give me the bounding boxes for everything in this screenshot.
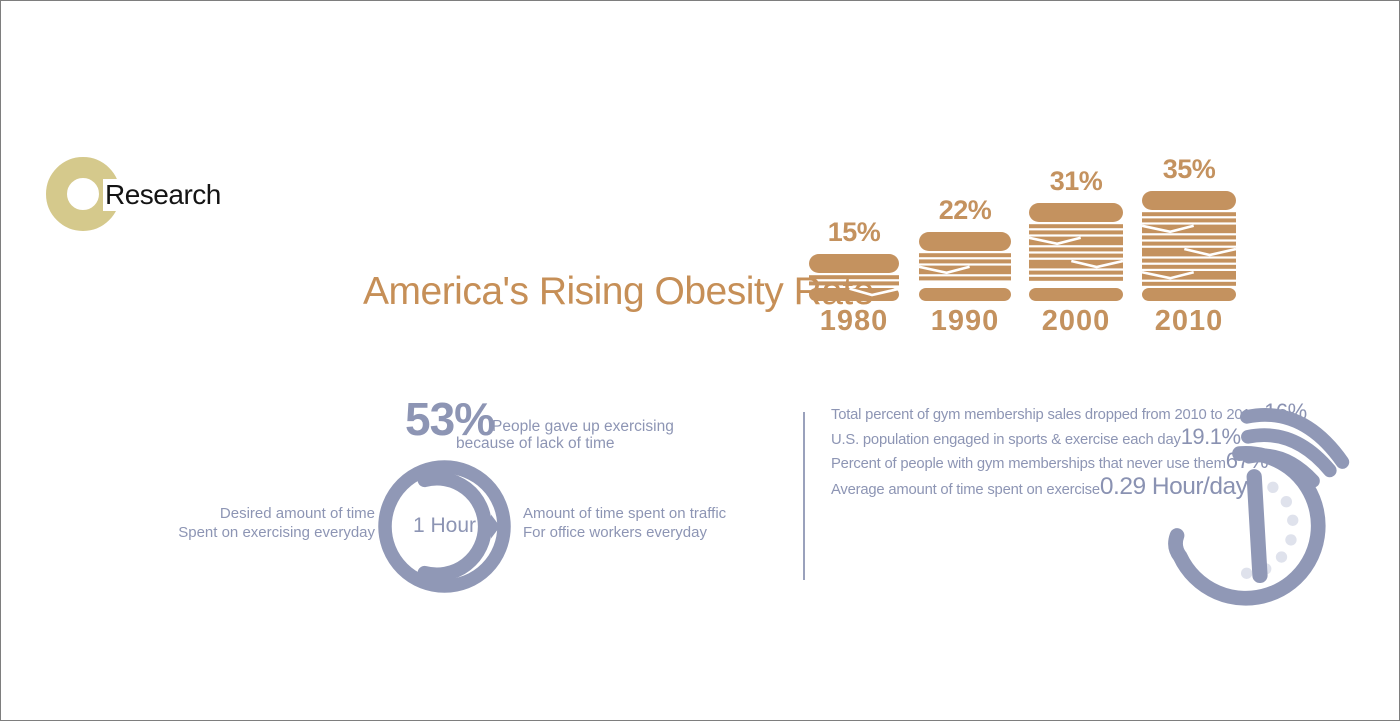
exercise-stat-caption-line1: People gave up exercising [492,418,674,435]
burger-percent-label: 15% [827,217,881,247]
burger-item: 35% 2010 [1142,154,1236,337]
exercise-right-label: Amount of time spent on traffic For offi… [523,505,726,542]
stat-label: Average amount of time spent on exercise [831,481,1100,498]
stat-row: U.S. population engaged in sports & exer… [831,423,1241,449]
burger-year-label: 2010 [1154,305,1224,337]
burger-item: 15% 1980 [809,217,899,337]
stopwatch-tick-dots [1240,481,1299,579]
logo-ring-icon [46,157,120,231]
stats-list: Total percent of gym membership sales dr… [831,399,1307,501]
stat-label: Total percent of gym membership sales dr… [831,407,1258,423]
exercise-stat-value: 53% [405,393,495,445]
burger-year-label: 1990 [930,305,1000,337]
logo-text: Research [103,179,221,211]
stopwatch-fan-arc [1240,408,1350,469]
burger-item: 31% 2000 [1029,166,1123,337]
stopwatch-fan-arc [1242,448,1320,488]
exercise-stat-caption-line2: because of lack of time [456,435,615,452]
stopwatch-hand [1246,469,1268,584]
burger-year-label: 2000 [1041,305,1111,337]
burger-percent-label: 35% [1162,154,1216,184]
stat-value: 0.29 Hour/day [1099,472,1248,500]
exercise-right-label-line2: For office workers everyday [523,523,707,541]
hamburger-icon [809,254,899,301]
burger-percent-label: 31% [1049,166,1103,196]
exercise-left-label-line2: Spent on exercising everyday [178,523,375,541]
ring-cusp [491,514,500,539]
exercise-left-label: Desired amount of time Spent on exercisi… [175,505,375,542]
stopwatch-icon [1168,408,1350,606]
one-hour-ring-icon [378,460,511,593]
stat-value: 19.1% [1180,423,1241,449]
exercise-left-label-line1: Desired amount of time [219,505,375,522]
ring-outer-circle [378,460,511,593]
infographic-title: America's Rising Obesity Rate [363,270,874,313]
stat-label: Percent of people with gym memberships t… [831,456,1226,472]
hamburger-icon [919,232,1011,301]
stat-label: U.S. population engaged in sports & exer… [831,431,1181,448]
stat-row: Average amount of time spent on exercise… [831,473,1248,501]
ring-crescent [417,471,492,582]
stopwatch-fan-arc [1241,428,1337,478]
burger-item: 22% 1990 [919,195,1011,337]
hamburger-icon [1142,191,1236,301]
burger-year-label: 1980 [819,305,889,337]
hamburger-icon [1029,203,1123,301]
ring-center-label: 1 Hour [412,514,477,537]
stats-divider [803,412,805,580]
exercise-right-label-line1: Amount of time spent on traffic [523,505,727,522]
burger-percent-label: 22% [938,195,992,225]
